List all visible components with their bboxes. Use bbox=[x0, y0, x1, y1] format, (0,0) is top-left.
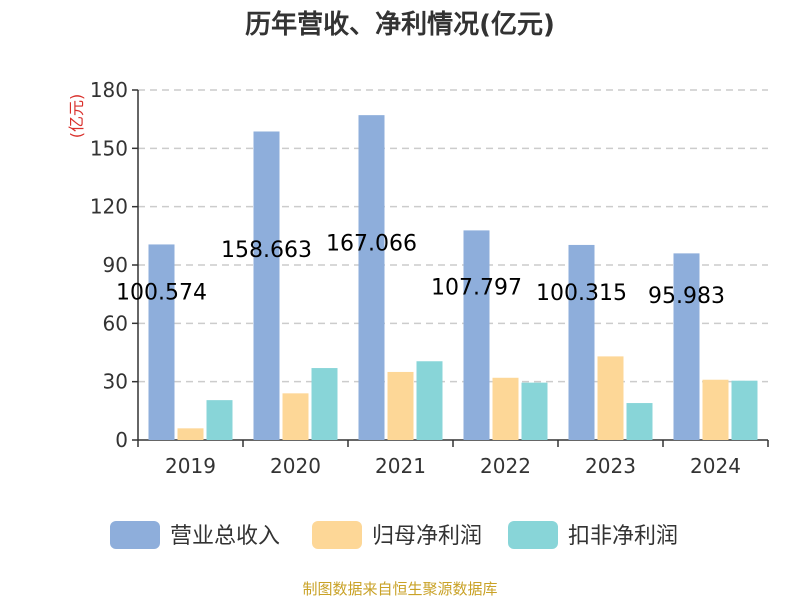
bar-layer bbox=[148, 115, 758, 440]
x-tick-label: 2022 bbox=[480, 454, 531, 478]
bar-series-1-2021 bbox=[387, 371, 414, 440]
grid-layer bbox=[138, 89, 768, 383]
bar-series-2-2024 bbox=[731, 380, 758, 440]
bar-series-0-2019 bbox=[148, 244, 175, 440]
bar-series-0-2020 bbox=[253, 131, 280, 440]
y-tick-label: 0 bbox=[115, 428, 128, 452]
data-label-layer: 100.574 158.663 167.066 107.797 100.315 95.98… bbox=[116, 232, 725, 310]
y-axis-unit-label: (亿元) bbox=[67, 94, 86, 139]
bar-series-0-2024 bbox=[673, 253, 700, 440]
legend-label: 扣非净利润 bbox=[568, 524, 678, 549]
y-tick-label: 90 bbox=[103, 253, 128, 277]
legend-swatch bbox=[312, 521, 362, 549]
bar-series-2-2020 bbox=[311, 368, 338, 440]
y-tick-label: 180 bbox=[90, 78, 128, 102]
bar-series-0-2021 bbox=[358, 115, 385, 440]
bar-series-1-2019 bbox=[177, 428, 204, 440]
y-tick-label: 150 bbox=[90, 136, 128, 160]
x-tick-label: 2019 bbox=[165, 454, 216, 478]
data-label: 107.797 bbox=[431, 275, 522, 300]
axis-layer: 0 30 60 90 120 150 180 2019 2020 2021 2022 2023 2024 bbox=[90, 78, 769, 478]
bar-series-2-2019 bbox=[206, 400, 233, 440]
y-tick-label: 120 bbox=[90, 195, 128, 219]
data-label: 167.066 bbox=[326, 232, 417, 257]
legend-swatch bbox=[508, 521, 558, 549]
legend-label: 归母净利润 bbox=[372, 524, 482, 549]
x-tick-label: 2023 bbox=[585, 454, 636, 478]
y-tick-label: 30 bbox=[103, 370, 128, 394]
data-label: 95.983 bbox=[648, 284, 725, 309]
y-tick-label: 60 bbox=[103, 311, 128, 335]
data-label: 100.315 bbox=[536, 281, 627, 306]
bar-series-0-2023 bbox=[568, 244, 595, 440]
bar-series-2-2023 bbox=[626, 403, 653, 440]
data-label: 100.574 bbox=[116, 281, 207, 306]
chart-title: 历年营收、净利情况(亿元) bbox=[245, 9, 555, 40]
x-tick-label: 2020 bbox=[270, 454, 321, 478]
x-tick-label: 2021 bbox=[375, 454, 426, 478]
bar-series-1-2023 bbox=[597, 356, 624, 440]
bar-series-0-2022 bbox=[463, 230, 490, 440]
bar-series-2-2022 bbox=[521, 382, 548, 440]
bar-series-1-2022 bbox=[492, 377, 519, 440]
legend-swatch bbox=[110, 521, 160, 549]
bar-series-2-2021 bbox=[416, 361, 443, 440]
data-source-note: 制图数据来自恒生聚源数据库 bbox=[302, 580, 497, 598]
legend: 营业总收入 归母净利润 扣非净利润 bbox=[110, 521, 678, 549]
data-label: 158.663 bbox=[221, 238, 312, 263]
legend-label: 营业总收入 bbox=[170, 524, 280, 549]
x-tick-label: 2024 bbox=[690, 454, 741, 478]
bar-series-1-2024 bbox=[702, 379, 729, 440]
bar-series-1-2020 bbox=[282, 393, 309, 440]
